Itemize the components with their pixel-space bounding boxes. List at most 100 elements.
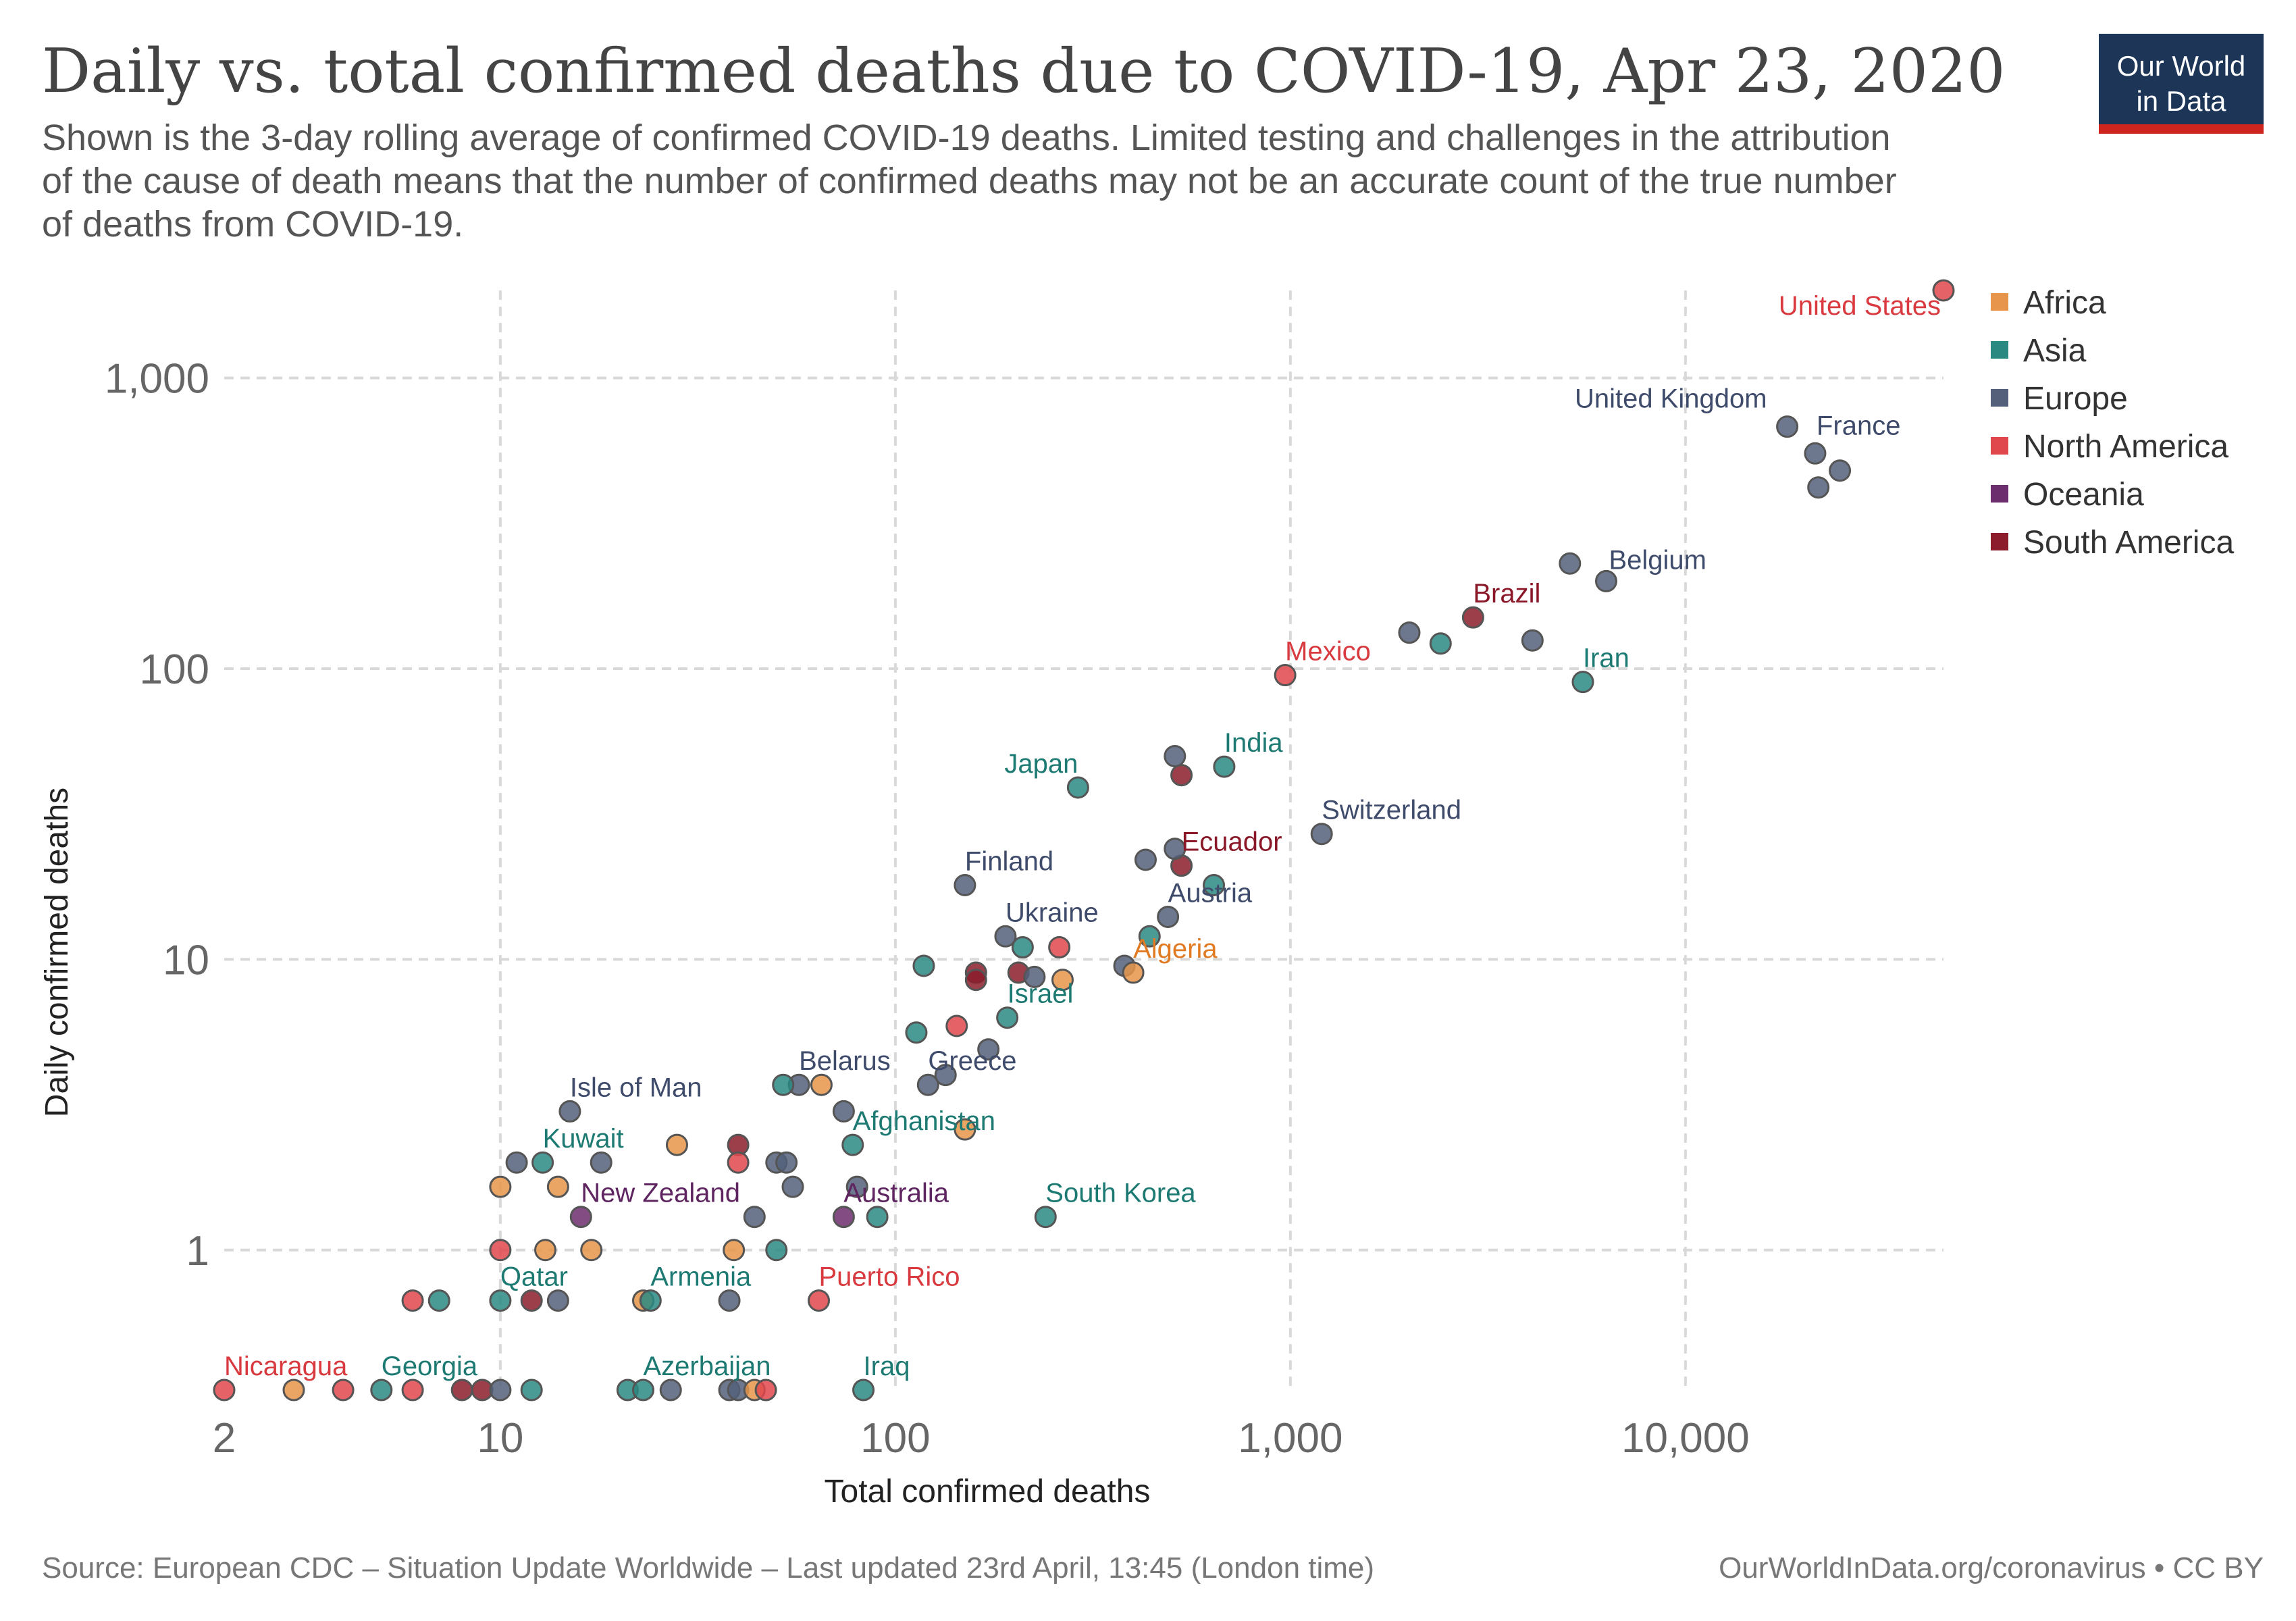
scatter-point[interactable]	[832, 1206, 855, 1229]
scatter-point[interactable]	[1138, 925, 1161, 948]
scatter-point[interactable]	[1023, 965, 1046, 988]
scatter-point[interactable]	[1776, 415, 1799, 438]
scatter-point[interactable]	[808, 1289, 831, 1312]
scatter-point[interactable]	[213, 1379, 236, 1401]
scatter-point[interactable]	[1398, 621, 1421, 644]
scatter-point[interactable]	[531, 1151, 554, 1174]
scatter-point[interactable]	[1122, 961, 1145, 984]
scatter-point[interactable]	[781, 1175, 804, 1198]
scatter-point[interactable]	[505, 1151, 528, 1174]
point-label: Afghanistan	[853, 1106, 995, 1136]
scatter-point[interactable]	[934, 1064, 957, 1087]
scatter-point[interactable]	[754, 1379, 777, 1401]
scatter-point[interactable]	[370, 1379, 393, 1401]
scatter-point[interactable]	[1310, 823, 1333, 846]
scatter-point[interactable]	[1034, 1206, 1057, 1229]
scatter-point[interactable]	[1164, 745, 1186, 768]
scatter-point[interactable]	[1274, 664, 1297, 687]
scatter-point[interactable]	[632, 1379, 655, 1401]
point-label: Ecuador	[1182, 827, 1282, 857]
scatter-point[interactable]	[401, 1289, 424, 1312]
legend-item[interactable]: Europe	[2023, 381, 2128, 417]
logo-background	[2099, 34, 2264, 124]
scatter-point[interactable]	[569, 1206, 592, 1229]
legend-item[interactable]: North America	[2023, 429, 2228, 465]
scatter-point[interactable]	[954, 1118, 976, 1141]
scatter-point[interactable]	[1571, 671, 1594, 694]
point-label: Armenia	[650, 1262, 752, 1292]
scatter-point[interactable]	[916, 1073, 939, 1096]
logo-line-1: Our World	[2117, 50, 2246, 82]
scatter-point[interactable]	[1164, 838, 1186, 860]
legend-item[interactable]: Oceania	[2023, 477, 2144, 513]
scatter-point[interactable]	[845, 1175, 868, 1198]
scatter-point[interactable]	[665, 1133, 688, 1156]
scatter-point[interactable]	[590, 1151, 612, 1174]
scatter-point[interactable]	[765, 1239, 788, 1262]
scatter-point[interactable]	[841, 1133, 864, 1156]
scatter-point[interactable]	[743, 1206, 766, 1229]
scatter-point[interactable]	[1932, 279, 1955, 302]
scatter-point[interactable]	[954, 873, 976, 896]
scatter-point[interactable]	[282, 1379, 305, 1401]
scatter-point[interactable]	[723, 1239, 746, 1262]
scatter-point[interactable]	[489, 1239, 512, 1262]
owid-logo[interactable]: Our World in Data	[2099, 34, 2264, 134]
scatter-point[interactable]	[332, 1379, 355, 1401]
scatter-point[interactable]	[727, 1151, 750, 1174]
scatter-point[interactable]	[580, 1239, 603, 1262]
scatter-point[interactable]	[718, 1289, 741, 1312]
scatter-point[interactable]	[810, 1073, 833, 1096]
scatter-point[interactable]	[1594, 569, 1617, 592]
scatter-point[interactable]	[534, 1239, 557, 1262]
scatter-point[interactable]	[489, 1175, 512, 1198]
scatter-point[interactable]	[1804, 442, 1827, 465]
scatter-point[interactable]	[1429, 632, 1452, 655]
scatter-point[interactable]	[866, 1206, 889, 1229]
scatter-point[interactable]	[1011, 936, 1034, 959]
legend-item[interactable]: South America	[2023, 525, 2234, 561]
scatter-point[interactable]	[1521, 629, 1544, 652]
scatter-point[interactable]	[964, 969, 987, 992]
scatter-point[interactable]	[1170, 764, 1193, 787]
scatter-point[interactable]	[1202, 873, 1225, 896]
scatter-point[interactable]	[945, 1014, 968, 1037]
scatter-point[interactable]	[912, 954, 935, 977]
scatter-point[interactable]	[977, 1038, 1000, 1061]
scatter-point[interactable]	[905, 1021, 928, 1044]
scatter-point[interactable]	[659, 1379, 682, 1401]
point-label: Belgium	[1609, 545, 1706, 575]
scatter-point[interactable]	[832, 1100, 855, 1123]
legend-item[interactable]: Asia	[2023, 333, 2087, 369]
scatter-point[interactable]	[489, 1379, 512, 1401]
legend-item[interactable]: Africa	[2023, 285, 2106, 321]
scatter-point[interactable]	[1213, 755, 1236, 778]
scatter-point[interactable]	[546, 1175, 569, 1198]
scatter-point[interactable]	[450, 1379, 473, 1401]
scatter-point[interactable]	[520, 1379, 543, 1401]
scatter-point[interactable]	[401, 1379, 424, 1401]
scatter-point[interactable]	[489, 1289, 512, 1312]
axis-ticks: 2 10 100 1,000 10,000 1 10 100 1,000	[105, 356, 1750, 1462]
scatter-point[interactable]	[546, 1289, 569, 1312]
y-tick-label: 10	[163, 937, 209, 983]
scatter-point[interactable]	[1829, 459, 1852, 482]
scatter-point[interactable]	[1048, 936, 1071, 959]
scatter-point[interactable]	[1559, 552, 1582, 575]
scatter-point[interactable]	[1051, 969, 1074, 992]
scatter-point[interactable]	[427, 1289, 450, 1312]
scatter-point[interactable]	[1807, 476, 1830, 499]
scatter-point[interactable]	[639, 1289, 662, 1312]
point-label: Greece	[928, 1046, 1016, 1076]
scatter-point[interactable]	[772, 1073, 795, 1096]
scatter-point[interactable]	[1461, 606, 1484, 629]
scatter-point[interactable]	[1134, 848, 1157, 871]
scatter-point[interactable]	[852, 1379, 875, 1401]
scatter-point[interactable]	[1066, 776, 1089, 799]
scatter-point[interactable]	[994, 925, 1017, 948]
scatter-point[interactable]	[996, 1006, 1019, 1029]
scatter-point[interactable]	[558, 1100, 581, 1123]
scatter-point[interactable]	[520, 1289, 543, 1312]
scatter-point[interactable]	[775, 1151, 798, 1174]
scatter-point[interactable]	[1157, 905, 1180, 928]
